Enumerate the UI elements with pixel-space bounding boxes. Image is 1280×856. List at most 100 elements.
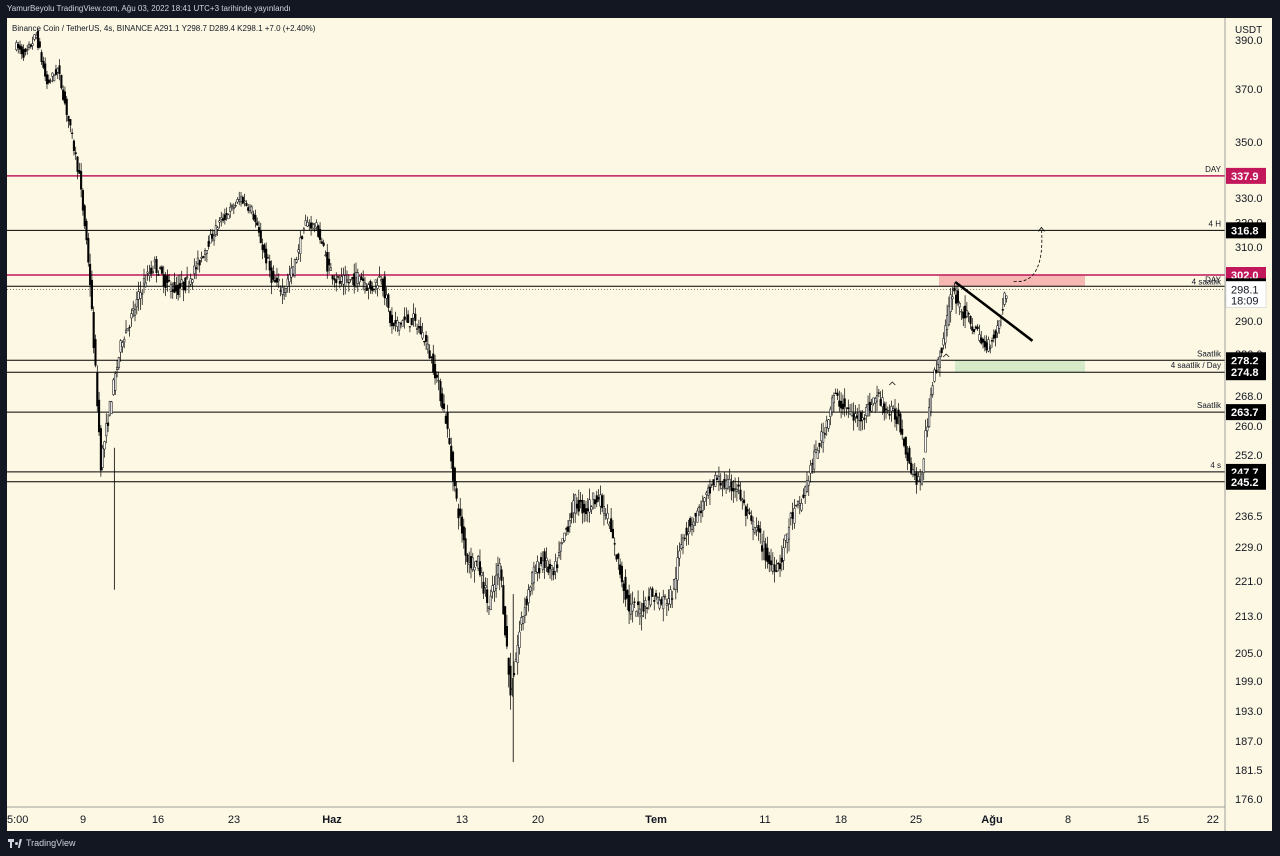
candle-body	[460, 516, 464, 534]
price-tag-274.8[interactable]	[1226, 364, 1266, 381]
candle-body	[202, 256, 205, 258]
candle-body	[468, 562, 471, 565]
candle-body	[399, 323, 402, 325]
candle-body	[516, 644, 519, 663]
time-tick-label: 20	[532, 814, 544, 826]
candle-body	[331, 275, 334, 280]
candle-body	[683, 537, 686, 540]
candle-body	[520, 617, 523, 625]
candle-body	[581, 499, 584, 514]
candle-body	[184, 277, 187, 291]
candle-body	[83, 205, 86, 227]
candle-body	[786, 533, 789, 543]
price-tag-337.9[interactable]	[1226, 167, 1266, 184]
candle-body	[353, 273, 356, 286]
candle-body	[624, 576, 627, 600]
price-tag-263.7[interactable]	[1226, 404, 1266, 421]
candle-body	[351, 276, 354, 280]
candle-body	[782, 547, 785, 561]
candle-body	[820, 431, 823, 442]
candle-body	[669, 589, 672, 605]
candle-body	[847, 407, 850, 410]
candle-body	[741, 499, 744, 502]
price-chart[interactable]: DAY 4 H DAY Saatlik 4 saatlik / Day Saatlik 4 …	[7, 18, 1272, 831]
candle-body	[536, 561, 539, 573]
candle-body	[135, 299, 138, 308]
candle-body	[430, 356, 433, 358]
candle-body	[69, 119, 72, 126]
price-tick-label: 252.0	[1235, 450, 1263, 462]
current-price-tag[interactable]	[1225, 281, 1267, 308]
candle-body	[644, 600, 647, 607]
candle-body	[989, 347, 992, 349]
candle-body	[761, 545, 764, 552]
price-tick-label: 187.0	[1235, 736, 1263, 748]
candle-body	[313, 227, 316, 230]
candle-body	[766, 547, 769, 562]
candle-body	[146, 271, 149, 274]
candle-body	[81, 190, 84, 211]
candle-body	[658, 600, 661, 609]
candle-body	[646, 607, 649, 609]
candle-body	[281, 287, 284, 295]
candle-body	[955, 294, 958, 304]
candle-body	[843, 398, 846, 407]
candle-body	[117, 357, 120, 368]
candle-body	[500, 569, 503, 581]
candle-body	[238, 199, 241, 202]
candle-body	[795, 504, 798, 507]
candle-body	[133, 309, 137, 316]
candle-body	[888, 413, 891, 416]
candle-body	[423, 340, 426, 343]
candle-body	[252, 213, 255, 220]
candle-body	[108, 401, 111, 416]
candle-body	[680, 544, 683, 549]
candle-body	[998, 320, 1001, 329]
candle-body	[162, 274, 165, 287]
time-tick-label: 9	[80, 814, 86, 826]
candle-body	[509, 665, 512, 696]
caret-marker-icon	[942, 353, 950, 358]
candle-body	[960, 311, 963, 313]
candle-body	[919, 479, 922, 482]
candle-body	[504, 606, 507, 636]
candle-body	[26, 49, 29, 51]
price-tag-245.2[interactable]	[1226, 473, 1266, 490]
candle-body	[570, 512, 573, 519]
candle-body	[681, 537, 685, 548]
projection-arrow[interactable]	[1013, 227, 1043, 282]
candle-body	[335, 279, 338, 283]
candle-body	[354, 272, 358, 279]
candle-body	[363, 282, 367, 287]
candle-body	[35, 34, 38, 39]
price-tag-316.8[interactable]	[1226, 222, 1266, 239]
candle-body	[484, 585, 487, 588]
candle-body	[953, 287, 956, 292]
time-tick-label: Tem	[645, 814, 667, 826]
candle-body	[703, 497, 706, 502]
candle-body	[552, 570, 555, 576]
candle-body	[369, 281, 372, 290]
trendline[interactable]	[954, 280, 1034, 342]
price-tick-label: 213.0	[1235, 611, 1263, 623]
candle-body	[101, 447, 104, 468]
candle-body	[980, 337, 983, 344]
candle-body	[531, 572, 534, 585]
candle-body	[725, 480, 728, 489]
candle-body	[755, 527, 758, 531]
candle-body	[198, 260, 201, 266]
candle-body	[870, 404, 873, 412]
candle-body	[230, 204, 234, 207]
candle-body	[874, 398, 877, 404]
candle-body	[750, 515, 753, 521]
candle-body	[849, 411, 852, 415]
candle-body	[534, 571, 537, 574]
candle-body	[130, 313, 133, 319]
candle-body	[863, 418, 866, 420]
candle-body	[744, 506, 747, 516]
candle-body	[529, 586, 532, 592]
candle-body	[462, 526, 465, 541]
candle-body	[207, 241, 210, 247]
candle-body	[302, 228, 305, 231]
candle-body	[730, 481, 733, 491]
